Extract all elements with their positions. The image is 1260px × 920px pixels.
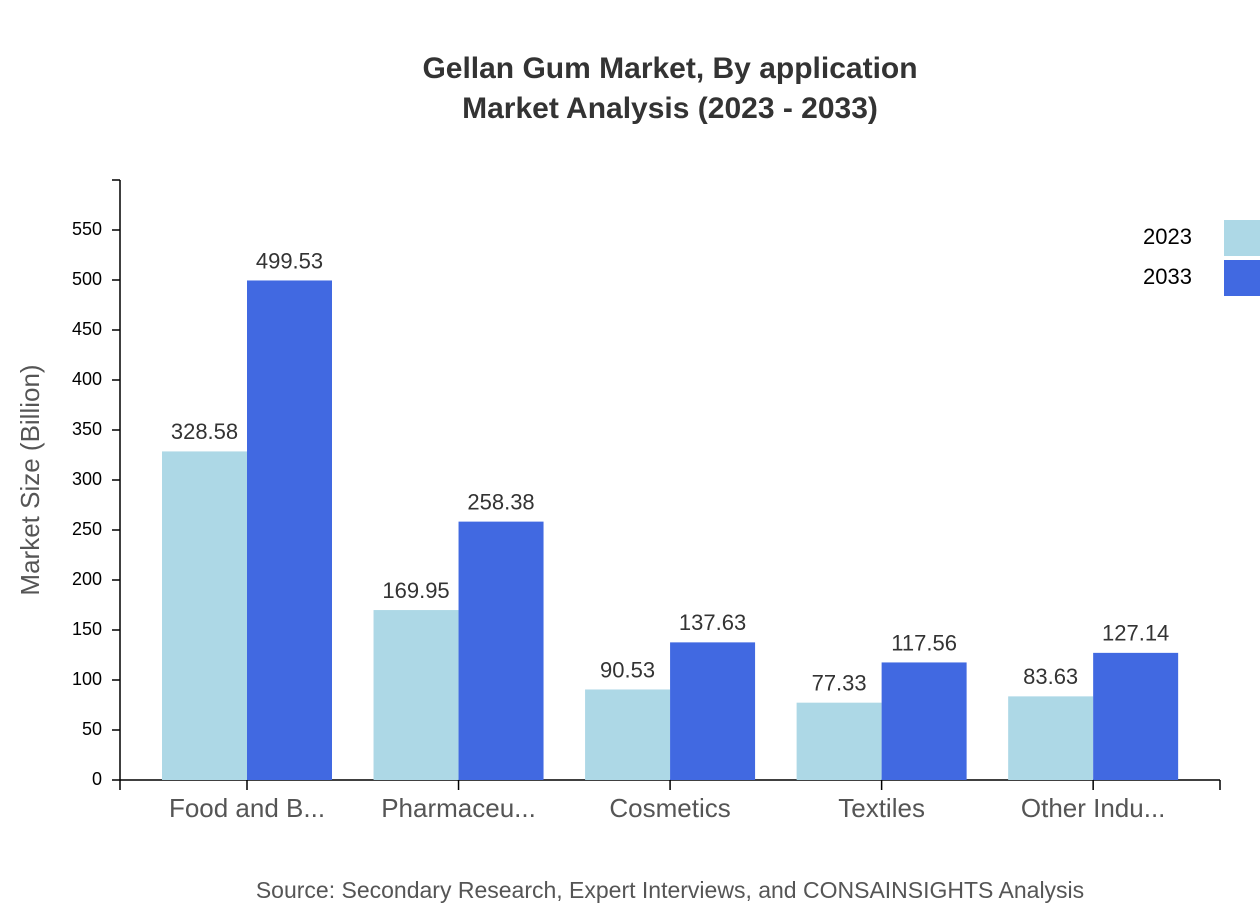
value-label: 137.63 bbox=[679, 610, 746, 635]
value-label: 83.63 bbox=[1023, 664, 1078, 689]
bar bbox=[670, 642, 756, 780]
x-tick-label: Textiles bbox=[838, 793, 925, 823]
bar bbox=[796, 702, 882, 780]
bar bbox=[881, 662, 967, 780]
y-tick-label: 300 bbox=[72, 469, 102, 489]
legend-label: 2033 bbox=[1143, 264, 1192, 289]
y-tick-label: 500 bbox=[72, 269, 102, 289]
x-tick-label: Food and B... bbox=[169, 793, 325, 823]
y-tick-label: 0 bbox=[92, 769, 102, 789]
chart-subtitle: Market Analysis (2023 - 2033) bbox=[462, 92, 878, 125]
y-axis-label: Market Size (Billion) bbox=[15, 364, 45, 595]
x-tick-label: Pharmaceu... bbox=[381, 793, 536, 823]
legend-swatch bbox=[1224, 220, 1260, 256]
bar bbox=[247, 280, 332, 780]
y-tick-label: 150 bbox=[72, 619, 102, 639]
y-tick-label: 250 bbox=[72, 519, 102, 539]
legend-label: 2023 bbox=[1143, 224, 1192, 249]
bar bbox=[1093, 652, 1179, 780]
source-note: Source: Secondary Research, Expert Inter… bbox=[256, 877, 1084, 903]
value-label: 90.53 bbox=[600, 657, 655, 682]
value-label: 499.53 bbox=[256, 248, 323, 273]
value-label: 117.56 bbox=[891, 630, 957, 655]
bar bbox=[162, 451, 247, 780]
x-tick-label: Cosmetics bbox=[609, 793, 730, 823]
bar bbox=[458, 521, 544, 780]
bar bbox=[373, 610, 459, 780]
value-label: 258.38 bbox=[467, 489, 534, 514]
value-label: 328.58 bbox=[171, 419, 238, 444]
y-tick-label: 400 bbox=[72, 369, 102, 389]
y-tick-label: 450 bbox=[72, 319, 102, 339]
legend-swatch bbox=[1224, 260, 1260, 296]
value-label: 77.33 bbox=[812, 670, 867, 695]
bar bbox=[585, 689, 671, 780]
chart-title: Gellan Gum Market, By application bbox=[422, 52, 917, 85]
y-tick-label: 350 bbox=[72, 419, 102, 439]
x-tick-label: Other Indu... bbox=[1021, 793, 1166, 823]
y-tick-label: 100 bbox=[72, 669, 102, 689]
y-tick-label: 200 bbox=[72, 569, 102, 589]
value-label: 127.14 bbox=[1102, 621, 1169, 646]
y-tick-label: 550 bbox=[72, 219, 102, 239]
value-label: 169.95 bbox=[382, 578, 449, 603]
bar bbox=[1008, 696, 1094, 780]
y-tick-label: 50 bbox=[82, 719, 102, 739]
